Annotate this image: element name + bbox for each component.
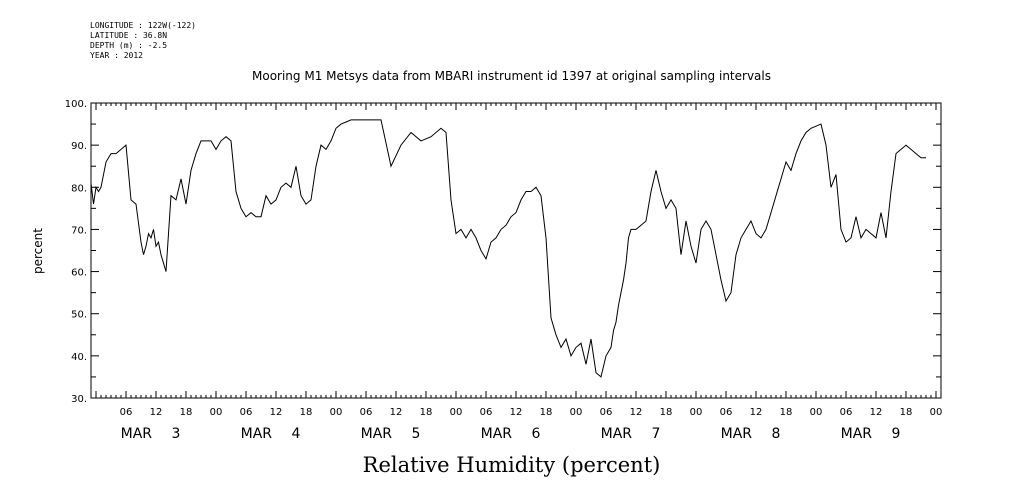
- y-tick-label: 30.: [71, 394, 87, 405]
- x-hour-label: 18: [420, 407, 433, 418]
- x-hour-label: 00: [330, 407, 343, 418]
- x-hour-label: 06: [720, 407, 733, 418]
- x-hour-label: 18: [300, 407, 313, 418]
- x-day-label: MAR 5: [361, 426, 421, 442]
- x-day-number: 7: [652, 426, 661, 442]
- x-axis-title: Relative Humidity (percent): [362, 453, 661, 477]
- x-day-number: 4: [292, 426, 301, 442]
- x-hour-label: 06: [120, 407, 133, 418]
- y-tick-label: 100.: [65, 99, 87, 110]
- x-hour-label: 06: [240, 407, 253, 418]
- x-hour-label: 12: [630, 407, 643, 418]
- y-tick-label: 80.: [71, 183, 87, 194]
- x-day-month: MAR: [601, 426, 633, 442]
- x-hour-label: 00: [570, 407, 583, 418]
- x-hour-label: 18: [660, 407, 673, 418]
- chart-title: Mooring M1 Metsys data from MBARI instru…: [252, 69, 771, 83]
- plot-frame: [90, 102, 942, 399]
- x-hour-label: 00: [690, 407, 703, 418]
- x-hour-label: 06: [600, 407, 613, 418]
- x-hour-label: 00: [930, 407, 943, 418]
- y-tick-label: 90.: [71, 141, 87, 152]
- y-tick-label: 50.: [71, 310, 87, 321]
- x-day-month: MAR: [361, 426, 393, 442]
- x-hour-label: 06: [480, 407, 493, 418]
- x-day-number: 8: [772, 426, 781, 442]
- x-hour-label: 12: [270, 407, 283, 418]
- longitude-text: LONGITUDE : 122W(-122): [90, 21, 196, 30]
- series-line-humidity: [90, 119, 926, 378]
- depth-text: DEPTH (m) : -2.5: [90, 41, 168, 50]
- x-day-label: MAR 7: [601, 426, 661, 442]
- x-day-label: MAR 6: [481, 426, 541, 442]
- plot-lines: [90, 119, 926, 378]
- x-hour-label: 18: [540, 407, 553, 418]
- x-day-month: MAR: [121, 426, 153, 442]
- y-tick-label: 40.: [71, 352, 87, 363]
- x-hour-label: 12: [390, 407, 403, 418]
- x-day-label: MAR 4: [241, 426, 301, 442]
- x-day-label: MAR 9: [841, 426, 901, 442]
- x-hour-label: 06: [840, 407, 853, 418]
- x-hour-label: 18: [780, 407, 793, 418]
- x-day-month: MAR: [481, 426, 513, 442]
- x-day-month: MAR: [721, 426, 753, 442]
- x-hour-label: 12: [870, 407, 883, 418]
- x-hour-label: 12: [150, 407, 163, 418]
- x-day-number: 9: [892, 426, 901, 442]
- y-tick-label: 70.: [71, 225, 87, 236]
- x-day-number: 3: [172, 426, 181, 442]
- x-hour-label: 12: [750, 407, 763, 418]
- x-hour-label: 12: [510, 407, 523, 418]
- x-day-number: 6: [532, 426, 541, 442]
- x-day-number: 5: [412, 426, 421, 442]
- x-day-month: MAR: [841, 426, 873, 442]
- y-tick-label: 60.: [71, 268, 87, 279]
- latitude-text: LATITUDE : 36.8N: [90, 31, 168, 40]
- y-axis-label: percent: [31, 228, 45, 274]
- year-text: YEAR : 2012: [90, 51, 143, 60]
- x-hour-label: 18: [180, 407, 193, 418]
- x-day-label: MAR 3: [121, 426, 181, 442]
- metadata-block: LONGITUDE : 122W(-122) LATITUDE : 36.8N …: [90, 21, 196, 61]
- x-day-month: MAR: [241, 426, 273, 442]
- x-hour-label: 18: [900, 407, 913, 418]
- x-hour-label: 00: [450, 407, 463, 418]
- x-hour-label: 00: [810, 407, 823, 418]
- x-hour-label: 00: [210, 407, 223, 418]
- x-day-label: MAR 8: [721, 426, 781, 442]
- x-hour-label: 06: [360, 407, 373, 418]
- plot-axes: [90, 102, 942, 399]
- tick-labels: 30. 40. 50. 60. 70. 80. 90. 100. 06 12 18 00 06 12 18 0…: [65, 99, 943, 442]
